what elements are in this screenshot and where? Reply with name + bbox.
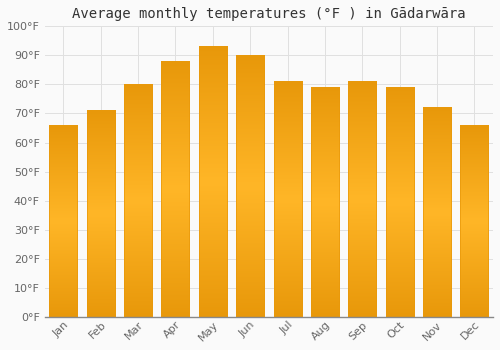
- Bar: [50, 125, 78, 317]
- Bar: [124, 84, 152, 317]
- Bar: [386, 87, 413, 317]
- Bar: [311, 87, 339, 317]
- Bar: [199, 47, 227, 317]
- Bar: [274, 82, 301, 317]
- Bar: [348, 82, 376, 317]
- Bar: [86, 111, 115, 317]
- Bar: [236, 55, 264, 317]
- Bar: [423, 108, 451, 317]
- Bar: [460, 125, 488, 317]
- Title: Average monthly temperatures (°F ) in Gādarwāra: Average monthly temperatures (°F ) in Gā…: [72, 7, 466, 21]
- Bar: [162, 61, 190, 317]
